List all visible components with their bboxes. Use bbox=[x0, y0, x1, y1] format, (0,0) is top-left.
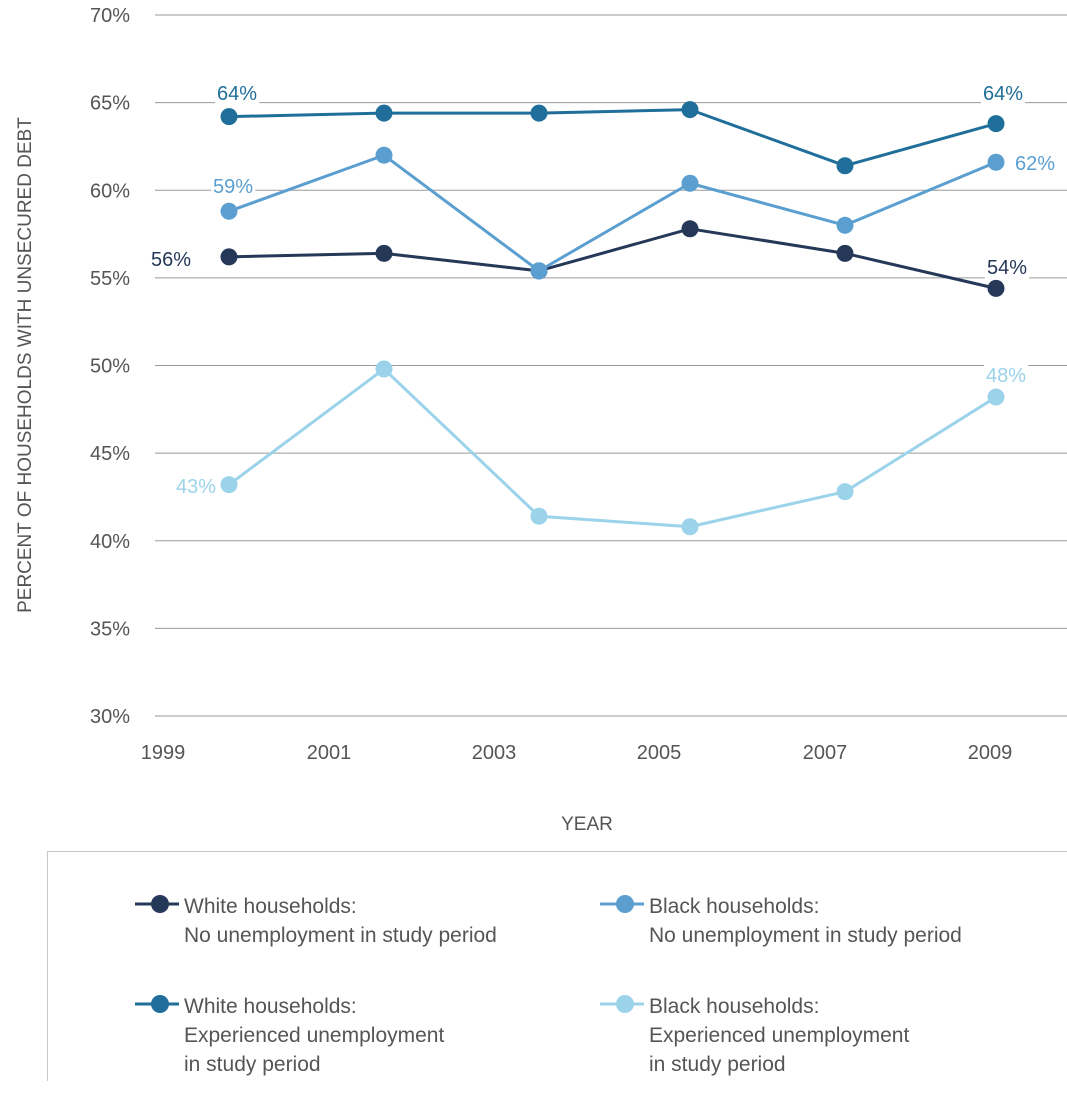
data-label-backing bbox=[173, 476, 219, 498]
series-1 bbox=[220, 220, 1005, 297]
data-point bbox=[836, 216, 854, 234]
series-3 bbox=[220, 146, 1005, 280]
legend-item-3: Black households: No unemployment in stud… bbox=[598, 892, 962, 950]
legend: White households: No unemployment in stud… bbox=[47, 851, 1067, 1081]
x-tick-label: 2003 bbox=[472, 742, 517, 764]
x-tick-label: 2001 bbox=[307, 742, 352, 764]
data-point bbox=[987, 388, 1005, 406]
line-chart: 30% 35% 40% 45% 50% 55% 60% 65% 70% 1999 2001 2003… bbox=[15, 5, 1067, 835]
series-line bbox=[228, 367, 997, 529]
legend-marker-icon bbox=[135, 995, 179, 1013]
legend-label: Black households: Experienced unemploymen… bbox=[649, 995, 910, 1076]
data-point bbox=[836, 244, 854, 262]
data-point bbox=[681, 220, 699, 238]
data-label-backing bbox=[983, 365, 1029, 387]
y-tick-label: 65% bbox=[90, 93, 130, 115]
series-line bbox=[228, 227, 997, 290]
y-tick-label: 60% bbox=[90, 180, 130, 202]
legend-label: Black households: No unemployment in stud… bbox=[649, 895, 962, 947]
data-point bbox=[836, 157, 854, 175]
series-2 bbox=[220, 101, 1005, 175]
data-label: 48% bbox=[986, 365, 1026, 387]
data-point bbox=[681, 174, 699, 192]
data-point bbox=[220, 202, 238, 220]
data-label: 64% bbox=[217, 83, 257, 105]
data-point bbox=[530, 262, 548, 280]
data-point bbox=[836, 483, 854, 501]
series-4 bbox=[220, 360, 1005, 536]
x-tick-label: 1999 bbox=[141, 742, 186, 764]
data-label: 56% bbox=[151, 249, 191, 271]
data-point bbox=[375, 360, 393, 378]
legend-label: White households: Experienced unemploymen… bbox=[184, 995, 445, 1076]
legend-marker-icon bbox=[600, 895, 644, 913]
data-point bbox=[375, 244, 393, 262]
data-label: 64% bbox=[983, 83, 1023, 105]
y-tick-label: 45% bbox=[90, 443, 130, 465]
data-point bbox=[530, 507, 548, 525]
data-point bbox=[681, 101, 699, 119]
data-point bbox=[530, 104, 548, 122]
y-axis-ticks: 30% 35% 40% 45% 50% 55% 60% 65% 70% bbox=[90, 5, 130, 728]
data-label-backing bbox=[1012, 153, 1058, 175]
data-point bbox=[220, 476, 238, 494]
data-label-backing bbox=[984, 257, 1030, 279]
series-lines bbox=[220, 101, 1005, 536]
data-point bbox=[987, 115, 1005, 133]
x-tick-label: 2009 bbox=[968, 742, 1013, 764]
legend-marker-icon bbox=[135, 895, 179, 913]
data-label: 62% bbox=[1015, 153, 1055, 175]
data-point bbox=[375, 104, 393, 122]
data-label: 43% bbox=[176, 476, 216, 498]
series-line bbox=[228, 108, 997, 168]
y-tick-label: 50% bbox=[90, 356, 130, 378]
data-point bbox=[987, 153, 1005, 171]
x-axis-title: YEAR bbox=[561, 814, 613, 835]
data-point bbox=[375, 146, 393, 164]
y-tick-label: 70% bbox=[90, 5, 130, 27]
y-tick-label: 40% bbox=[90, 531, 130, 553]
data-label-backing bbox=[214, 83, 260, 105]
series-line bbox=[228, 153, 997, 273]
data-label-backing bbox=[210, 176, 256, 198]
x-tick-label: 2007 bbox=[803, 742, 848, 764]
legend-label: White households: No unemployment in stud… bbox=[184, 895, 497, 947]
y-tick-label: 55% bbox=[90, 268, 130, 290]
x-tick-label: 2005 bbox=[637, 742, 682, 764]
y-axis-title: PERCENT OF HOUSEHOLDS WITH UNSECURED DEB… bbox=[15, 117, 36, 613]
data-label-backing bbox=[980, 83, 1026, 105]
legend-item-2: White households: Experienced unemploymen… bbox=[133, 992, 444, 1079]
legend-item-1: White households: No unemployment in stud… bbox=[133, 892, 497, 950]
legend-item-4: Black households: Experienced unemploymen… bbox=[598, 992, 909, 1079]
data-label-backing bbox=[148, 249, 194, 271]
data-label: 54% bbox=[987, 257, 1027, 279]
data-point bbox=[681, 518, 699, 536]
data-point bbox=[220, 248, 238, 266]
y-tick-label: 35% bbox=[90, 618, 130, 640]
x-axis-ticks: 1999 2001 2003 2005 2007 2009 bbox=[141, 742, 1013, 764]
data-label: 59% bbox=[213, 176, 253, 198]
gridlines bbox=[155, 14, 1067, 717]
data-point bbox=[987, 279, 1005, 297]
legend-marker-icon bbox=[600, 995, 644, 1013]
y-tick-label: 30% bbox=[90, 706, 130, 728]
data-point bbox=[220, 108, 238, 126]
data-labels: 56% 54% 64% 64% 59% 62% 43% 48% bbox=[148, 83, 1058, 498]
